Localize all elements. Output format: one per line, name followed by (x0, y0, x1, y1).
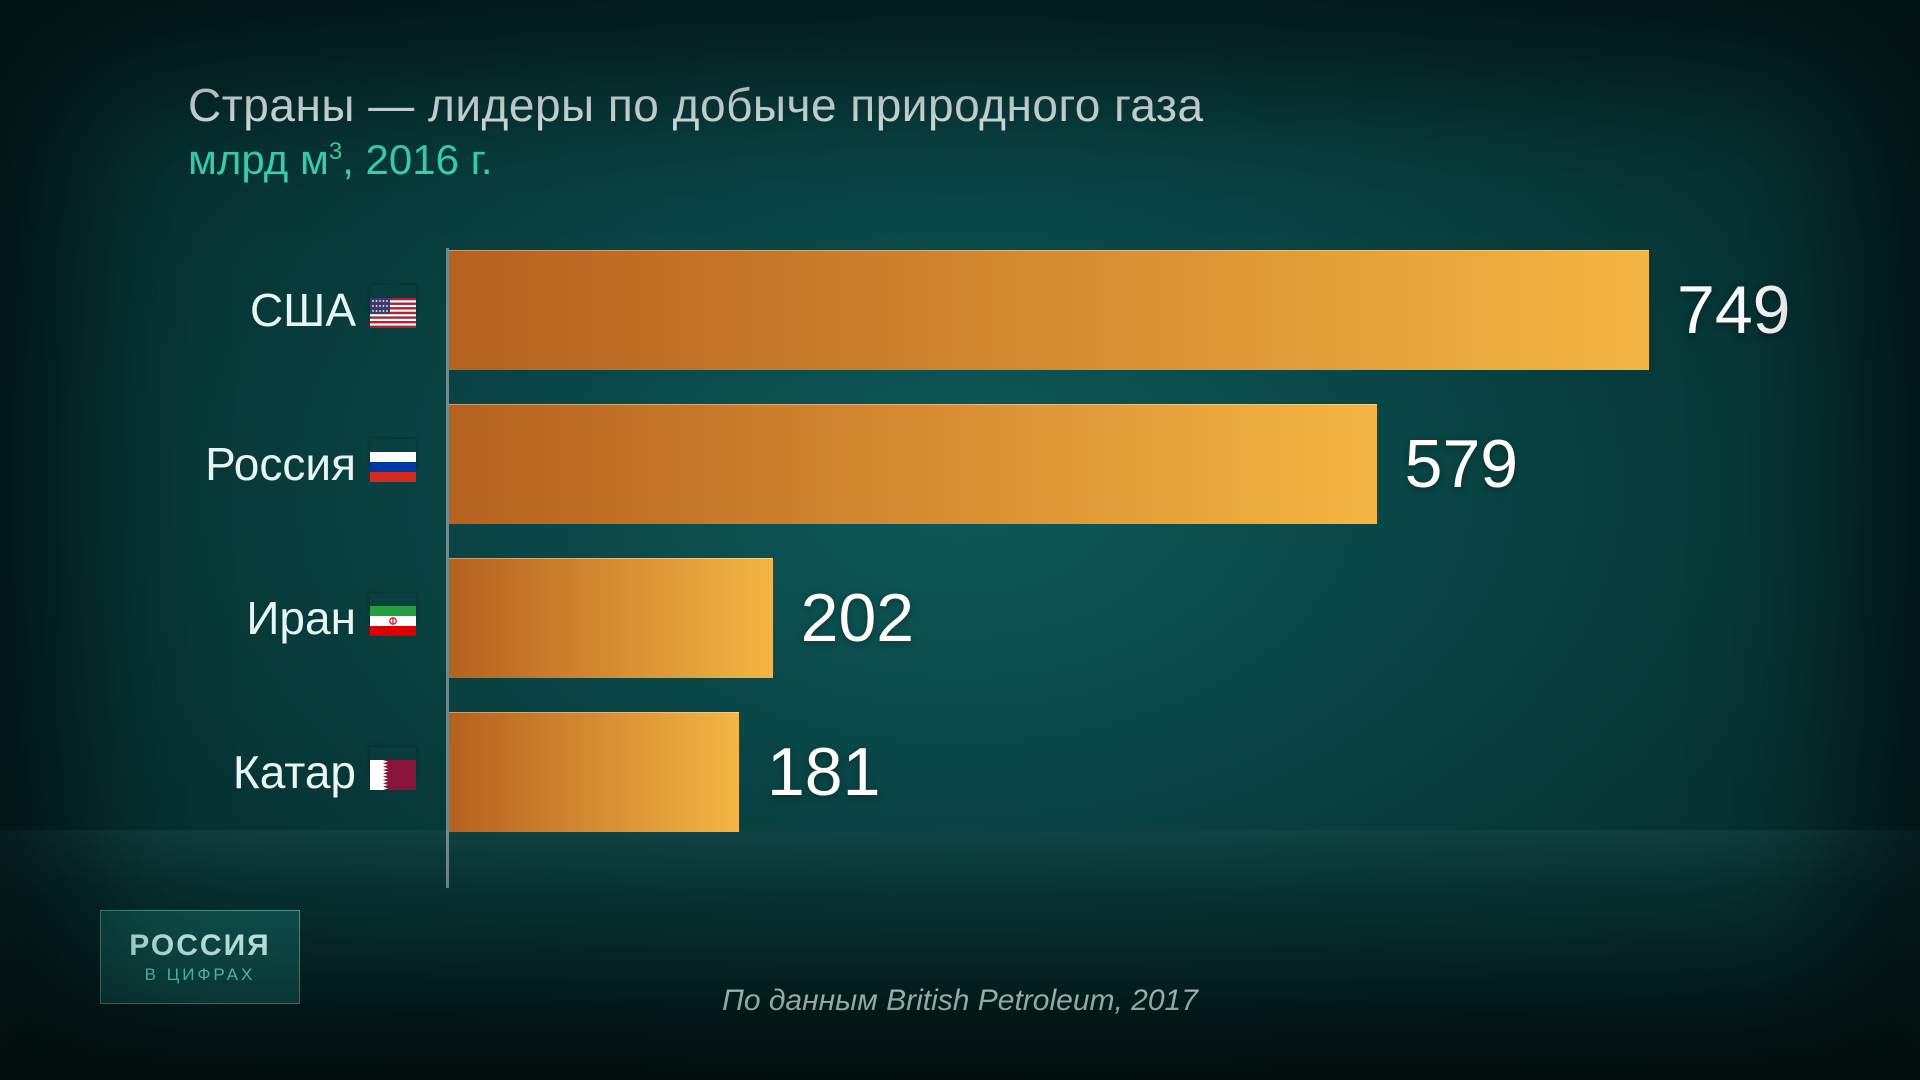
country-name: Россия (205, 438, 356, 490)
country-label: США (250, 283, 416, 337)
bar-value: 579 (1405, 425, 1518, 503)
badge-top: РОССИЯ (129, 929, 270, 963)
program-badge: РОССИЯ В ЦИФРАХ (100, 910, 300, 1004)
bar-value: 181 (767, 733, 880, 811)
bar-wrap: 579 (449, 404, 1377, 524)
country-label: Иран (246, 591, 416, 645)
bar-value: 202 (801, 579, 914, 657)
chart-title: Страны — лидеры по добыче природного газ… (188, 78, 1204, 132)
country-name: Иран (246, 592, 356, 644)
country-name: Катар (233, 746, 356, 798)
usa-flag-icon (370, 285, 416, 315)
bar-wrap: 749 (449, 250, 1649, 370)
subtitle-suffix: , 2016 г. (342, 136, 492, 183)
russia-flag-icon (370, 439, 416, 469)
bar-row: Россия 579 (188, 404, 1748, 524)
bar-row: Катар 181 (188, 712, 1748, 832)
bar (449, 558, 773, 678)
qatar-flag-icon (370, 747, 416, 777)
source-caption: По данным British Petroleum, 2017 (722, 984, 1198, 1018)
bar (449, 404, 1377, 524)
bar-row: Иран 202 (188, 558, 1748, 678)
badge-bottom: В ЦИФРАХ (145, 965, 256, 985)
country-label: Катар (233, 745, 416, 799)
bar-wrap: 202 (449, 558, 773, 678)
country-label: Россия (205, 437, 416, 491)
bar (449, 250, 1649, 370)
subtitle-super: 3 (329, 138, 342, 165)
bar-row: США 749 (188, 250, 1748, 370)
iran-flag-icon (370, 593, 416, 623)
subtitle-prefix: млрд м (188, 136, 329, 183)
country-name: США (250, 284, 356, 336)
bar-chart: США 749 Россия 579 Иран 202 Катар 181 (188, 250, 1748, 866)
bar-value: 749 (1677, 271, 1790, 349)
bar-wrap: 181 (449, 712, 739, 832)
chart-subtitle: млрд м3, 2016 г. (188, 136, 1204, 184)
chart-header: Страны — лидеры по добыче природного газ… (188, 78, 1204, 184)
bar (449, 712, 739, 832)
